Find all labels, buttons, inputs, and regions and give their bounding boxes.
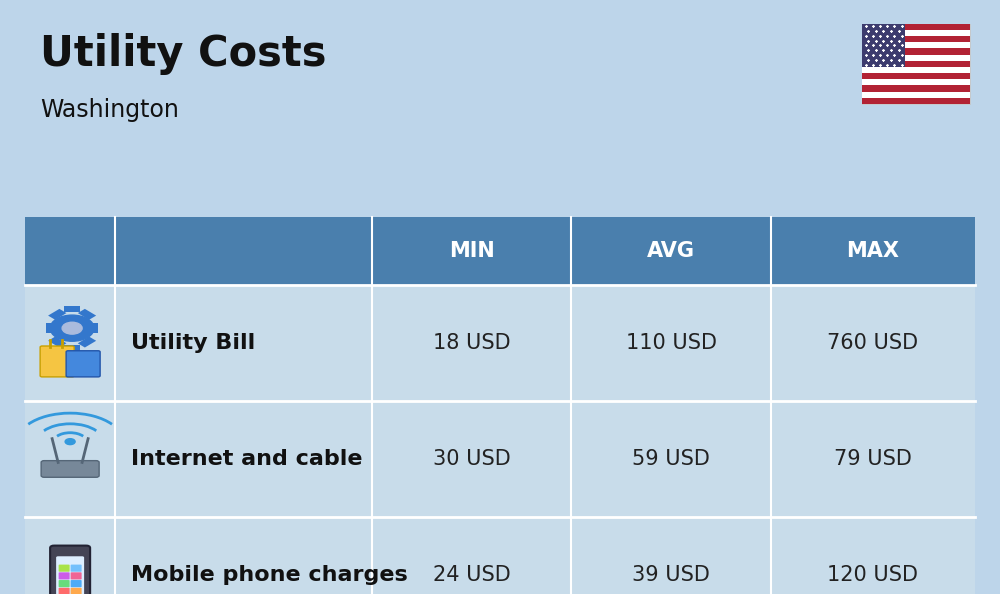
Bar	[25, 517, 975, 594]
FancyBboxPatch shape	[59, 564, 70, 571]
Bar	[862, 73, 970, 79]
Bar	[78, 337, 96, 347]
Bar	[862, 98, 970, 104]
Bar	[862, 86, 970, 91]
Bar	[25, 401, 975, 517]
FancyBboxPatch shape	[71, 588, 82, 594]
Bar	[25, 217, 975, 285]
Bar	[862, 55, 970, 61]
Text: Utility Costs: Utility Costs	[40, 33, 326, 75]
Text: 39 USD: 39 USD	[632, 565, 710, 584]
Bar	[48, 337, 66, 347]
Bar	[862, 36, 970, 42]
FancyBboxPatch shape	[59, 573, 70, 580]
Bar	[48, 309, 66, 320]
Text: 110 USD: 110 USD	[626, 333, 716, 353]
Bar	[64, 345, 80, 350]
Bar	[64, 305, 80, 311]
Bar	[862, 61, 970, 67]
FancyBboxPatch shape	[41, 461, 99, 478]
FancyBboxPatch shape	[59, 588, 70, 594]
Text: 30 USD: 30 USD	[433, 449, 510, 469]
Bar	[862, 24, 905, 67]
Text: Internet and cable: Internet and cable	[131, 449, 362, 469]
Text: MIN: MIN	[449, 241, 494, 261]
Text: 59 USD: 59 USD	[632, 449, 710, 469]
Bar	[25, 285, 975, 401]
Text: 120 USD: 120 USD	[827, 565, 918, 584]
FancyBboxPatch shape	[59, 580, 70, 587]
Bar	[862, 91, 970, 98]
Bar	[862, 49, 970, 55]
Bar	[862, 79, 970, 86]
Text: 24 USD: 24 USD	[433, 565, 510, 584]
Bar	[862, 67, 970, 73]
Bar	[78, 309, 96, 320]
FancyBboxPatch shape	[50, 545, 90, 594]
Text: MAX: MAX	[846, 241, 899, 261]
FancyBboxPatch shape	[71, 564, 82, 571]
FancyBboxPatch shape	[66, 350, 100, 377]
Text: Washington: Washington	[40, 98, 179, 122]
Bar	[862, 42, 970, 49]
Bar	[862, 30, 970, 36]
Text: AVG: AVG	[647, 241, 695, 261]
FancyBboxPatch shape	[862, 24, 970, 104]
Text: 18 USD: 18 USD	[433, 333, 510, 353]
Bar	[862, 24, 970, 30]
Text: Mobile phone charges: Mobile phone charges	[131, 565, 407, 584]
Circle shape	[65, 438, 75, 444]
FancyBboxPatch shape	[71, 580, 82, 587]
FancyBboxPatch shape	[71, 573, 82, 580]
Bar	[88, 323, 98, 333]
FancyBboxPatch shape	[40, 346, 74, 377]
Circle shape	[50, 315, 94, 341]
Text: 79 USD: 79 USD	[834, 449, 912, 469]
Text: Utility Bill: Utility Bill	[131, 333, 255, 353]
Bar	[46, 323, 56, 333]
Text: 760 USD: 760 USD	[827, 333, 918, 353]
FancyBboxPatch shape	[56, 556, 84, 594]
Circle shape	[62, 322, 82, 334]
